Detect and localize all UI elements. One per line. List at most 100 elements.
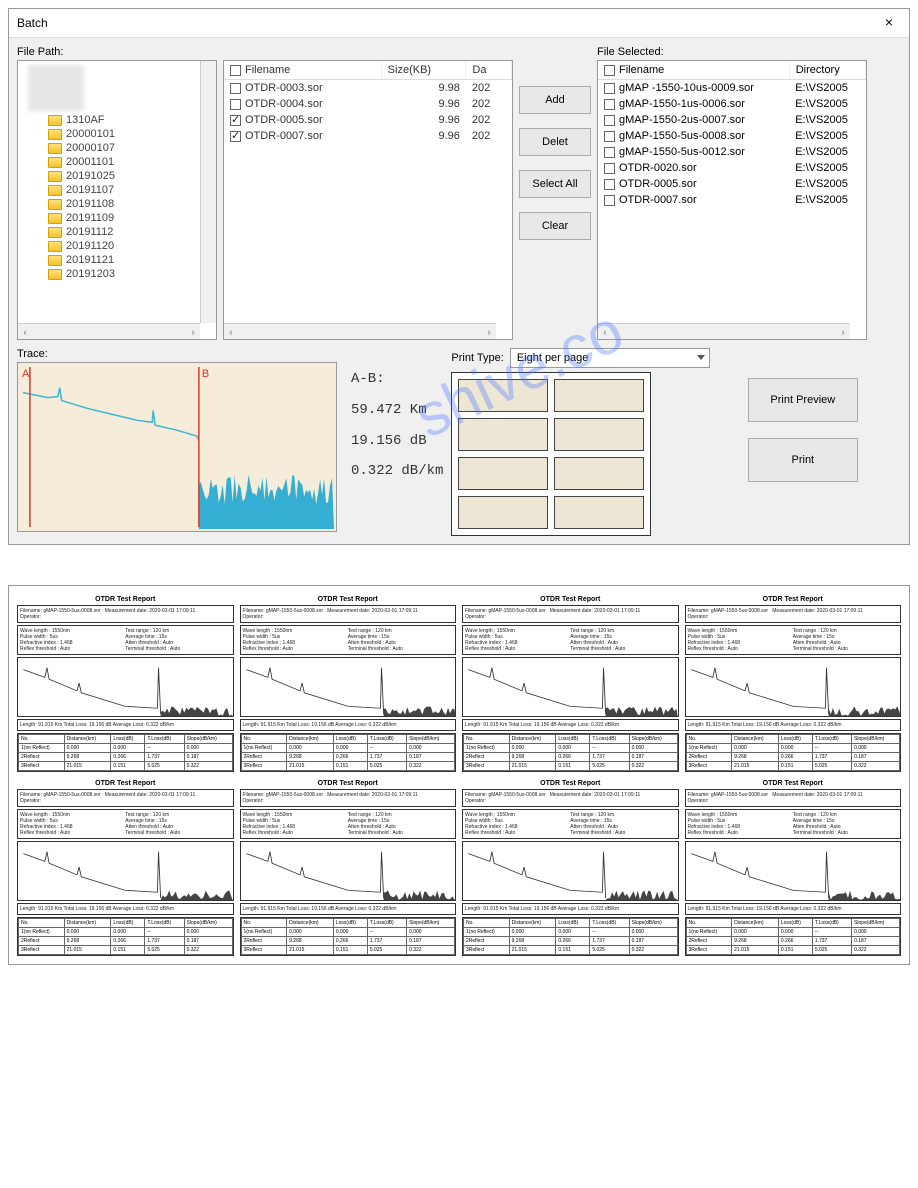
page-layout-preview bbox=[451, 372, 651, 536]
dialog-content: File Path: 1310AF20000101200001072000110… bbox=[9, 38, 909, 544]
selected-scrollbar-h[interactable]: ‹ › bbox=[598, 323, 850, 339]
folder-item[interactable]: 20191112 bbox=[48, 225, 216, 239]
selected-header-checkbox[interactable] bbox=[604, 65, 615, 76]
folder-item[interactable]: 20191120 bbox=[48, 239, 216, 253]
report-title: OTDR Test Report bbox=[17, 780, 234, 787]
selected-row[interactable]: gMAP -1550-10us-0009.sorE:\VS2005 bbox=[598, 80, 866, 97]
selected-row[interactable]: gMAP-1550-5us-0008.sorE:\VS2005 bbox=[598, 128, 866, 144]
report-config: Wave length : 1550nm Pulse width : 5us R… bbox=[240, 809, 457, 839]
report-title: OTDR Test Report bbox=[17, 596, 234, 603]
folder-item[interactable]: 20191203 bbox=[48, 267, 216, 281]
file-row[interactable]: OTDR-0004.sor9.96202 bbox=[224, 96, 512, 112]
file-row[interactable]: OTDR-0003.sor9.98202 bbox=[224, 80, 512, 97]
add-button[interactable]: Add bbox=[519, 86, 591, 114]
folder-tree[interactable]: 1310AF2000010120000107200011012019102520… bbox=[17, 60, 217, 340]
folder-item[interactable]: 20191109 bbox=[48, 211, 216, 225]
dialog-title: Batch bbox=[17, 16, 48, 30]
folder-item[interactable]: 20000107 bbox=[48, 141, 216, 155]
selected-checkbox[interactable] bbox=[604, 179, 615, 190]
scroll-right-icon[interactable]: › bbox=[836, 325, 850, 339]
clear-button[interactable]: Clear bbox=[519, 212, 591, 240]
delete-button[interactable]: Delet bbox=[519, 128, 591, 156]
svg-text:A: A bbox=[22, 368, 30, 380]
selected-row[interactable]: gMAP-1550-2us-0007.sorE:\VS2005 bbox=[598, 112, 866, 128]
print-type-combo[interactable]: Eight per page bbox=[510, 348, 710, 368]
folder-icon bbox=[48, 227, 62, 238]
scroll-left-icon[interactable]: ‹ bbox=[598, 325, 612, 339]
selected-list: Filename Directory gMAP -1550-10us-0009.… bbox=[597, 60, 867, 340]
report-mini: OTDR Test Report Filename: gMAP-1550-5us-… bbox=[17, 778, 234, 956]
folder-icon bbox=[48, 157, 62, 168]
close-icon[interactable]: × bbox=[877, 13, 901, 33]
report-file-info: Filename: gMAP-1550-5us-0008.sor Measure… bbox=[685, 605, 902, 623]
file-path-section: File Path: 1310AF20000101200001072000110… bbox=[17, 46, 217, 340]
report-mini: OTDR Test ReportFilename: gMAP-1550-5us-… bbox=[17, 594, 234, 772]
file-checkbox[interactable] bbox=[230, 83, 241, 94]
folder-label: 20000107 bbox=[66, 142, 115, 154]
print-button[interactable]: Print bbox=[748, 438, 858, 482]
selected-row[interactable]: OTDR-0020.sorE:\VS2005 bbox=[598, 160, 866, 176]
selected-checkbox[interactable] bbox=[604, 99, 615, 110]
selected-checkbox[interactable] bbox=[604, 195, 615, 206]
filelist-scrollbar-h[interactable]: ‹ › bbox=[224, 323, 496, 339]
selected-checkbox[interactable] bbox=[604, 163, 615, 174]
report-event-table: No.Distance(km)Loss(dB)T.Loss(dB)Slope(d… bbox=[685, 733, 902, 772]
folder-item[interactable]: 20191108 bbox=[48, 197, 216, 211]
report-title: OTDR Test Report bbox=[685, 596, 902, 603]
scroll-left-icon[interactable]: ‹ bbox=[18, 325, 32, 339]
ab-rate: 0.322 dB/km bbox=[351, 456, 443, 487]
print-preview-button[interactable]: Print Preview bbox=[748, 378, 858, 422]
folder-item[interactable]: 1310AF bbox=[48, 113, 216, 127]
col-sel-filename: Filename bbox=[619, 64, 664, 76]
file-checkbox[interactable] bbox=[230, 131, 241, 142]
report-title: OTDR Test Report bbox=[462, 780, 679, 787]
folder-label: 20191109 bbox=[66, 212, 114, 224]
ab-label: A-B: bbox=[351, 364, 443, 395]
selected-checkbox[interactable] bbox=[604, 147, 615, 158]
tree-scrollbar-v[interactable] bbox=[200, 61, 216, 323]
scroll-right-icon[interactable]: › bbox=[186, 325, 200, 339]
report-summary: Length: 91.915 Km Total Loss: 19.156 dB … bbox=[17, 903, 234, 915]
selected-checkbox[interactable] bbox=[604, 131, 615, 142]
report-trace-chart bbox=[462, 841, 679, 901]
folder-icon bbox=[48, 255, 62, 266]
folder-item[interactable]: 20191025 bbox=[48, 169, 216, 183]
file-row[interactable]: OTDR-0007.sor9.96202 bbox=[224, 128, 512, 144]
report-summary: Length: 91.915 Km Total Loss: 19.156 dB … bbox=[17, 719, 234, 731]
folder-item[interactable]: 20191121 bbox=[48, 253, 216, 267]
selected-row[interactable]: OTDR-0007.sorE:\VS2005 bbox=[598, 192, 866, 208]
selected-checkbox[interactable] bbox=[604, 115, 615, 126]
report-event-table: No.Distance(km)Loss(dB)T.Loss(dB)Slope(d… bbox=[462, 733, 679, 772]
bottom-row: Trace: AB A-B: 59.472 Km 19.156 dB 0.322… bbox=[17, 348, 901, 536]
col-sel-dir: Directory bbox=[789, 61, 865, 80]
print-type-label: Print Type: bbox=[451, 352, 503, 364]
folder-label: 20191107 bbox=[66, 184, 114, 196]
selected-checkbox[interactable] bbox=[604, 83, 615, 94]
report-config: Wave length : 1550nm Pulse width : 5us R… bbox=[685, 809, 902, 839]
report-event-table: No.Distance(km)Loss(dB)T.Loss(dB)Slope(d… bbox=[240, 733, 457, 772]
ab-distance: 59.472 Km bbox=[351, 395, 443, 426]
select-all-button[interactable]: Select All bbox=[519, 170, 591, 198]
scroll-right-icon[interactable]: › bbox=[482, 325, 496, 339]
file-row[interactable]: OTDR-0005.sor9.96202 bbox=[224, 112, 512, 128]
folder-item[interactable]: 20191107 bbox=[48, 183, 216, 197]
file-checkbox[interactable] bbox=[230, 99, 241, 110]
report-event-table: No.Distance(km)Loss(dB)T.Loss(dB)Slope(d… bbox=[17, 917, 234, 956]
scroll-left-icon[interactable]: ‹ bbox=[224, 325, 238, 339]
report-config: Wave length : 1550nm Pulse width : 5us R… bbox=[685, 625, 902, 655]
report-file-info: Filename: gMAP-1550-5us-0008.sor Measure… bbox=[462, 605, 679, 623]
report-trace-chart bbox=[685, 657, 902, 717]
folder-icon bbox=[48, 115, 62, 126]
layout-cell bbox=[554, 379, 644, 412]
selected-row[interactable]: gMAP-1550-5us-0012.sorE:\VS2005 bbox=[598, 144, 866, 160]
trace-section: Trace: AB bbox=[17, 348, 337, 532]
tree-scrollbar-h[interactable]: ‹ › bbox=[18, 323, 200, 339]
report-file-info: Filename: gMAP-1550-5us-0008.sor Measure… bbox=[17, 789, 234, 807]
header-checkbox[interactable] bbox=[230, 65, 241, 76]
selected-row[interactable]: gMAP-1550-1us-0006.sorE:\VS2005 bbox=[598, 96, 866, 112]
col-filename: Filename bbox=[245, 64, 290, 76]
folder-item[interactable]: 20001101 bbox=[48, 155, 216, 169]
selected-row[interactable]: OTDR-0005.sorE:\VS2005 bbox=[598, 176, 866, 192]
folder-item[interactable]: 20000101 bbox=[48, 127, 216, 141]
file-checkbox[interactable] bbox=[230, 115, 241, 126]
